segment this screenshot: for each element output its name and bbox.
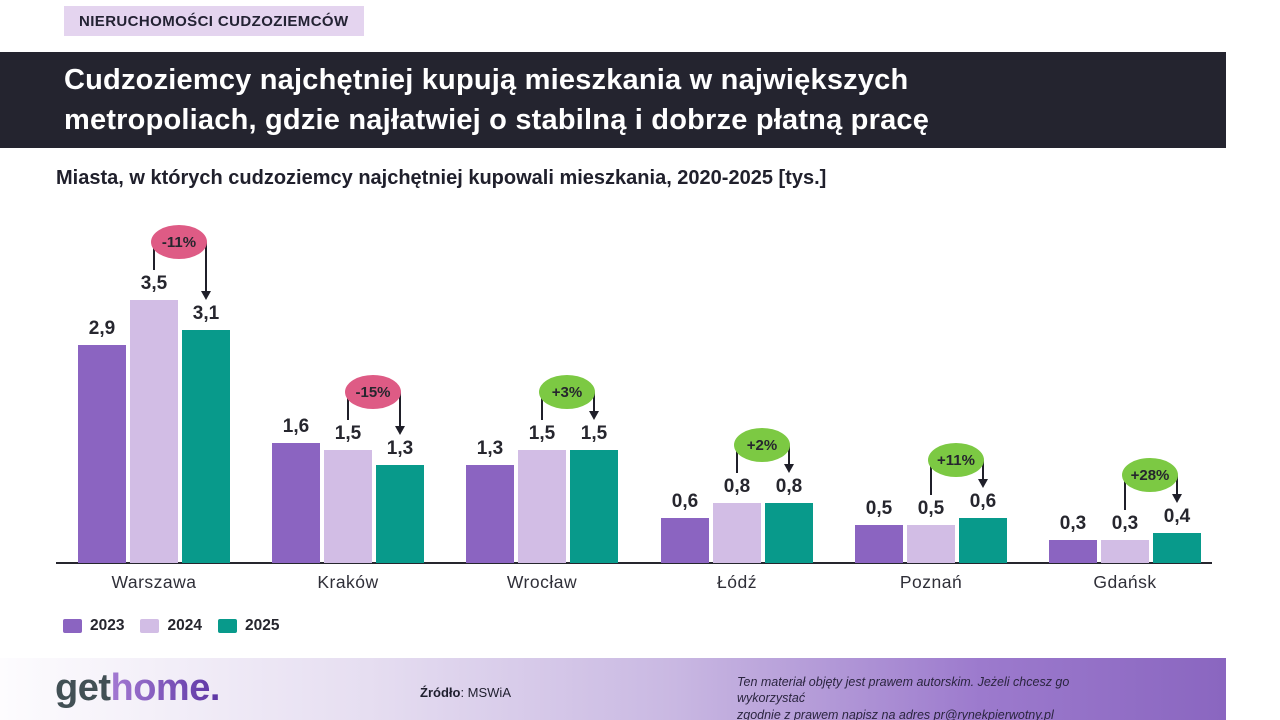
badge-arrowhead-icon	[784, 464, 794, 473]
badge-arrow-line	[982, 460, 984, 480]
badge-arrow-line	[788, 445, 790, 465]
bar-value-label: 0,3	[1059, 513, 1087, 534]
bar-value-label: 2,9	[88, 318, 116, 339]
badge-arrowhead-icon	[1172, 494, 1182, 503]
legend-label-2023: 2023	[90, 617, 125, 634]
source-note: Źródło: MSWiA	[420, 685, 511, 700]
bar-2025-Łódź	[765, 503, 813, 563]
legend: 2023 2024 2025	[63, 617, 295, 635]
change-badge: +2%	[734, 428, 790, 462]
bar-value-label: 3,5	[140, 273, 168, 294]
badge-arrow-line	[1176, 475, 1178, 495]
change-badge: -15%	[345, 375, 401, 409]
source-value: : MSWiA	[460, 685, 511, 700]
badge-arrowhead-icon	[978, 479, 988, 488]
bar-value-label: 0,5	[917, 498, 945, 519]
legend-swatch-2023	[63, 619, 82, 633]
bar-2024-Wrocław	[518, 450, 566, 563]
badge-arrow-line	[205, 242, 207, 292]
legend-swatch-2025	[217, 619, 237, 633]
bar-2024-Łódź	[713, 503, 761, 563]
bar-value-label: 1,5	[528, 423, 556, 444]
bar-2023-Łódź	[661, 518, 709, 563]
bar-2024-Poznań	[907, 525, 955, 563]
page-title-line-2: metropoliach, gdzie najłatwiej o stabiln…	[64, 104, 930, 136]
footer-bar: gethome. Źródło: MSWiA Ten materiał obję…	[0, 658, 1226, 720]
kicker-badge: NIERUCHOMOŚCI CUDZOZIEMCÓW	[64, 6, 364, 36]
logo-home-text: home.	[110, 667, 221, 709]
x-axis-category-label: Wrocław	[506, 572, 578, 592]
legend-label-2025: 2025	[244, 617, 280, 634]
badge-connector-line	[930, 460, 932, 495]
bar-2023-Warszawa	[78, 345, 126, 563]
bar-2023-Kraków	[272, 443, 320, 563]
gethome-logo: gethome.	[55, 668, 220, 708]
title-bar: Cudzoziemcy najchętniej kupują mieszkani…	[0, 52, 1226, 148]
x-axis-category-label: Łódź	[717, 572, 757, 592]
bar-2024-Warszawa	[130, 300, 178, 563]
bar-2023-Wrocław	[466, 465, 514, 563]
pr-email-link[interactable]: pr@rynekpierwotny.pl	[933, 707, 1054, 720]
bar-2023-Gdańsk	[1049, 540, 1097, 563]
bar-2024-Gdańsk	[1101, 540, 1149, 563]
badge-connector-line	[1124, 475, 1126, 510]
badge-arrowhead-icon	[395, 426, 405, 435]
page-title-line-1: Cudzoziemcy najchętniej kupują mieszkani…	[64, 64, 909, 96]
x-axis-category-label: Poznań	[899, 572, 963, 592]
change-badge: +11%	[928, 443, 984, 477]
x-axis-line	[56, 562, 1212, 564]
bar-value-label: 0,8	[775, 476, 803, 497]
bar-value-label: 1,5	[334, 423, 362, 444]
legend-item-2023: 2023	[63, 617, 124, 635]
bar-value-label: 3,1	[192, 303, 220, 324]
bar-value-label: 0,6	[969, 491, 997, 512]
x-axis-category-label: Kraków	[317, 572, 379, 592]
bar-value-label: 0,5	[865, 498, 893, 519]
bar-value-label: 1,6	[282, 416, 310, 437]
logo-get-text: get	[55, 667, 111, 709]
chart-title: Miasta, w których cudzoziemcy najchętnie…	[56, 167, 827, 189]
bar-value-label: 0,3	[1111, 513, 1139, 534]
bar-2025-Gdańsk	[1153, 533, 1201, 563]
source-label: Źródło	[420, 685, 461, 700]
change-badge: -11%	[151, 225, 207, 259]
x-axis-category-label: Warszawa	[111, 572, 197, 592]
badge-arrowhead-icon	[201, 291, 211, 300]
bar-2025-Kraków	[376, 465, 424, 563]
bar-2024-Kraków	[324, 450, 372, 563]
badge-connector-line	[736, 445, 738, 473]
change-badge: +28%	[1122, 458, 1178, 492]
legend-swatch-2024	[140, 619, 160, 633]
legend-item-2025: 2025	[217, 617, 280, 635]
bar-2023-Poznań	[855, 525, 903, 563]
badge-connector-line	[541, 392, 543, 420]
badge-arrowhead-icon	[589, 411, 599, 420]
bar-value-label: 0,4	[1163, 506, 1191, 527]
bar-value-label: 0,8	[723, 476, 751, 497]
legend-item-2024: 2024	[140, 617, 202, 635]
bar-2025-Warszawa	[182, 330, 230, 563]
copyright-note: Ten materiał objęty jest prawem autorski…	[737, 674, 1117, 720]
bar-value-label: 1,3	[476, 438, 504, 459]
bar-2025-Poznań	[959, 518, 1007, 563]
x-axis-category-label: Gdańsk	[1093, 572, 1157, 592]
bar-value-label: 1,5	[580, 423, 608, 444]
copyright-line-1: Ten materiał objęty jest prawem autorski…	[737, 675, 1070, 706]
badge-arrow-line	[593, 392, 595, 412]
change-badge: +3%	[539, 375, 595, 409]
copyright-line-2: zgodnie z prawem napisz na adres	[737, 707, 934, 720]
badge-arrow-line	[399, 392, 401, 427]
badge-connector-line	[347, 392, 349, 420]
bar-value-label: 1,3	[386, 438, 414, 459]
bar-value-label: 0,6	[671, 491, 699, 512]
bar-2025-Wrocław	[570, 450, 618, 563]
badge-connector-line	[153, 242, 155, 270]
legend-label-2024: 2024	[167, 617, 202, 634]
